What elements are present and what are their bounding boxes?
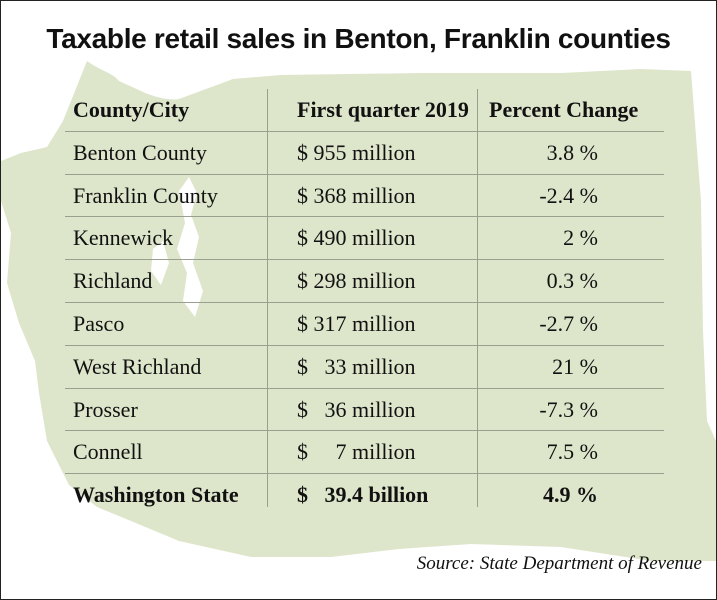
washington-state-map-shape <box>1 61 716 561</box>
puget-sound-water <box>177 177 203 317</box>
table-row: Franklin County $ 368 million -2.4 % <box>65 175 664 218</box>
cell-county-city: Benton County <box>73 139 207 165</box>
cell-sales: $ 298 million <box>297 268 416 294</box>
cell-percent-change: -7.3 % <box>539 396 598 422</box>
cell-county-city: Franklin County <box>73 182 218 208</box>
table-row: Pasco $ 317 million -2.7 % <box>65 303 664 346</box>
cell-county-city: Prosser <box>73 396 138 422</box>
cell-sales: $ 36 million <box>297 396 416 422</box>
cell-percent-change: 21 % <box>552 353 598 379</box>
cell-county-city: West Richland <box>73 353 202 379</box>
cell-county-city: Kennewick <box>73 225 174 251</box>
cell-sales: $ 955 million <box>297 139 416 165</box>
cell-percent-change: -2.7 % <box>539 310 598 336</box>
table-body: Benton County $ 955 million 3.8 % Franklin … <box>65 132 664 516</box>
table-row: Washington State $ 39.4 billion 4.9 % <box>65 474 664 516</box>
cell-percent-change: 2 % <box>563 225 598 251</box>
column-divider-1 <box>267 89 268 507</box>
cell-sales: $ 7 million <box>297 439 416 465</box>
header-percent-change: Percent Change <box>489 97 639 122</box>
column-divider-2 <box>477 89 478 507</box>
cell-sales: $ 33 million <box>297 353 416 379</box>
header-county-city: County/City <box>73 97 190 122</box>
table-row: Prosser $ 36 million -7.3 % <box>65 389 664 432</box>
cell-sales: $ 317 million <box>297 310 416 336</box>
header-first-quarter: First quarter 2019 <box>297 97 469 122</box>
table-row: Richland $ 298 million 0.3 % <box>65 260 664 303</box>
chart-title: Taxable retail sales in Benton, Franklin… <box>46 23 671 54</box>
cell-sales: $ 368 million <box>297 182 416 208</box>
cell-county-city: Connell <box>73 439 143 465</box>
cell-county-city: Washington State <box>73 482 239 508</box>
cell-county-city: Richland <box>73 268 153 294</box>
puget-sound-inlet <box>151 241 169 285</box>
cell-percent-change: 0.3 % <box>546 268 598 294</box>
table-row: Connell $ 7 million 7.5 % <box>65 431 664 475</box>
cell-percent-change: -2.4 % <box>539 182 598 208</box>
cell-sales: $ 39.4 billion <box>297 482 429 508</box>
cell-county-city: Pasco <box>73 310 125 336</box>
cell-sales: $ 490 million <box>297 225 416 251</box>
cell-percent-change: 3.8 % <box>546 139 598 165</box>
sales-table: County/City First quarter 2019 Percent C… <box>65 89 664 516</box>
cell-percent-change: 4.9 % <box>543 482 598 508</box>
table-row: West Richland $ 33 million 21 % <box>65 346 664 389</box>
table-header-row: County/City First quarter 2019 Percent C… <box>65 89 664 132</box>
source-note: Source: State Department of Revenue <box>416 553 702 574</box>
table-row: Benton County $ 955 million 3.8 % <box>65 132 664 175</box>
table-row: Kennewick $ 490 million 2 % <box>65 217 664 261</box>
cell-percent-change: 7.5 % <box>546 439 598 465</box>
